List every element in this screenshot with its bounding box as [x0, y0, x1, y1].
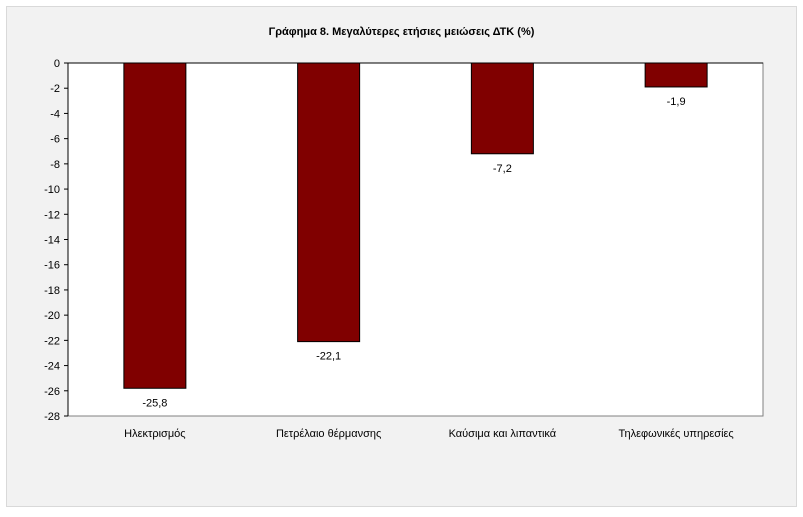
- y-tick-label: -6: [50, 134, 60, 146]
- y-tick-label: -22: [44, 335, 60, 347]
- bar: [123, 62, 187, 389]
- data-label: -7,2: [493, 163, 512, 175]
- y-tick-label: -14: [44, 235, 60, 247]
- data-label: -1,9: [667, 96, 686, 108]
- bar: [470, 62, 534, 155]
- y-tick-label: -20: [44, 310, 60, 322]
- bar: [297, 62, 361, 343]
- bar: [644, 62, 708, 88]
- y-tick-label: -18: [44, 285, 60, 297]
- y-tick-label: -28: [44, 411, 60, 423]
- data-label: -25,8: [142, 397, 167, 409]
- y-tick-label: -2: [50, 83, 60, 95]
- category-label: Ηλεκτρισμός: [124, 428, 185, 440]
- data-label: -22,1: [316, 351, 341, 363]
- y-tick-label: 0: [54, 58, 60, 70]
- chart-title: Γράφημα 8. Μεγαλύτερες ετήσιες μειώσεις …: [268, 26, 535, 38]
- category-label: Καύσιμα και λιπαντικά: [449, 428, 557, 440]
- y-tick-label: -8: [50, 159, 60, 171]
- y-tick-label: -10: [44, 184, 60, 196]
- y-tick-label: -26: [44, 386, 60, 398]
- y-tick-label: -4: [50, 108, 60, 120]
- category-label: Πετρέλαιο θέρμανσης: [276, 428, 381, 440]
- category-label: Τηλεφωνικές υπηρεσίες: [619, 428, 734, 440]
- y-tick-label: -24: [44, 361, 60, 373]
- y-tick-label: -12: [44, 209, 60, 221]
- y-tick-label: -16: [44, 260, 60, 272]
